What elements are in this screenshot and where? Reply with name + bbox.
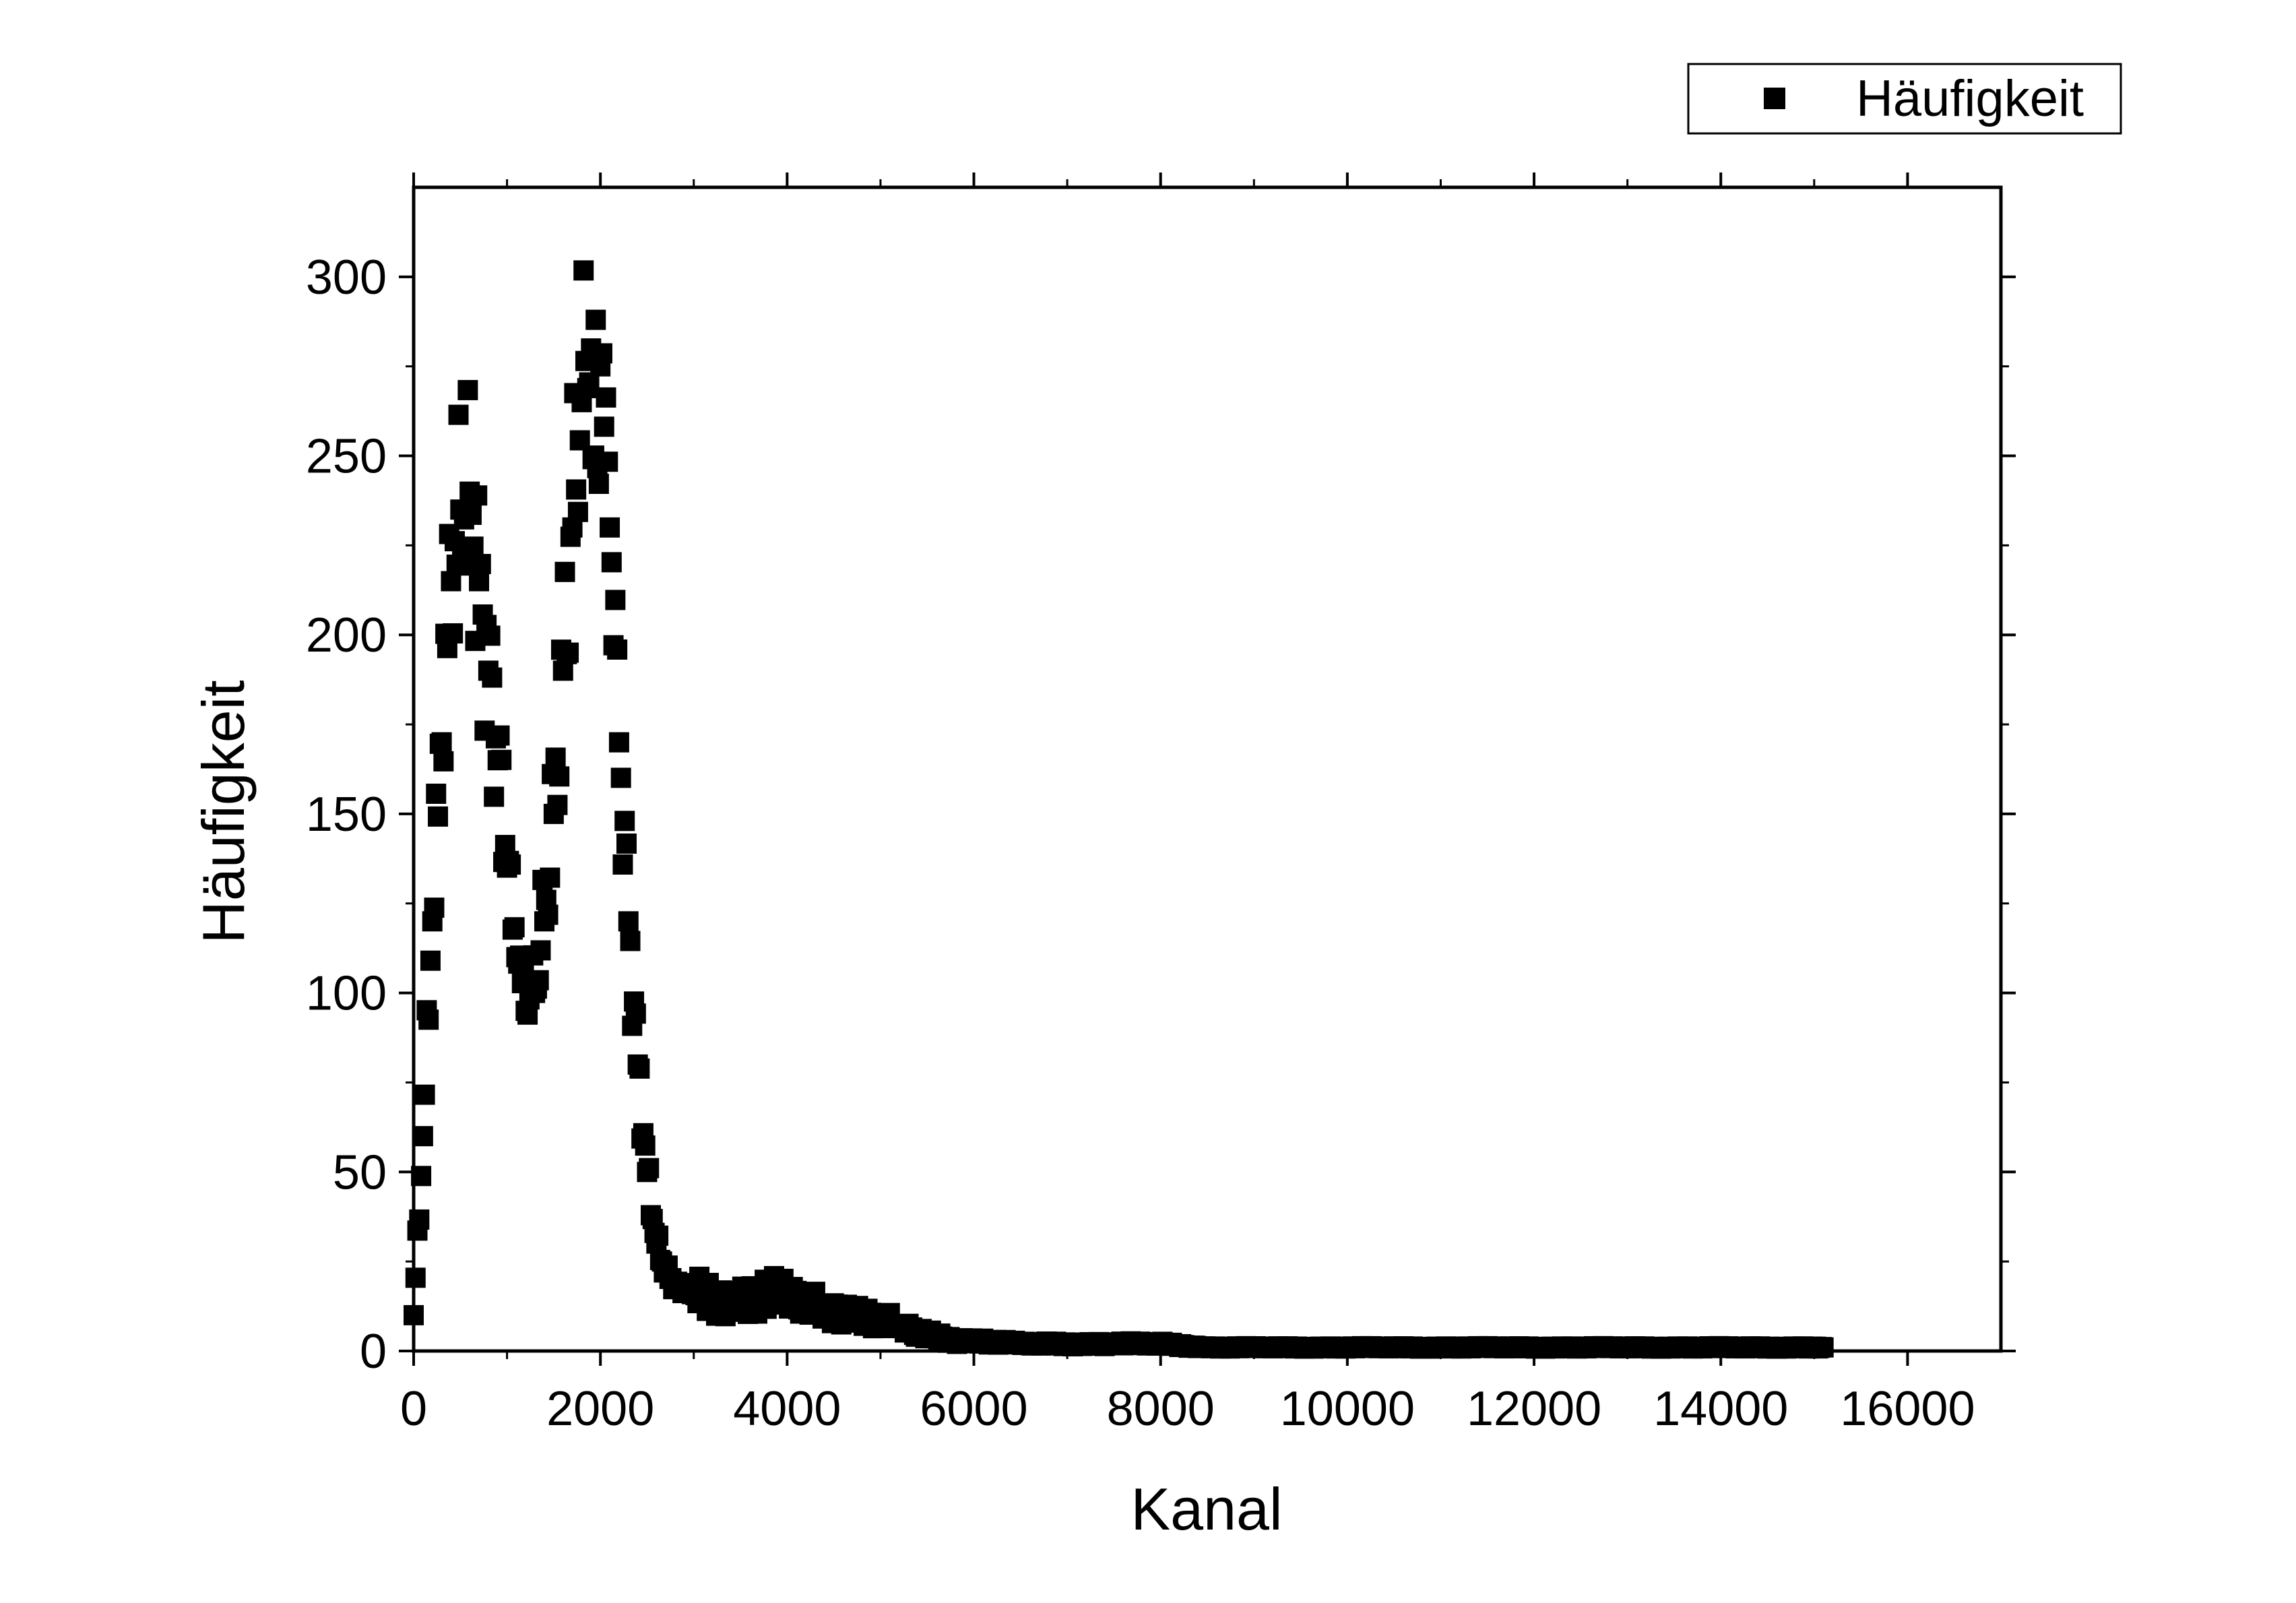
data-point [1813,1337,1834,1358]
data-point [614,811,635,831]
data-point [433,751,454,772]
y-tick-label: 50 [333,1145,387,1199]
data-point [424,898,445,918]
data-point [588,474,609,495]
data-point [538,904,559,925]
data-point [467,485,488,506]
x-tick-label: 0 [400,1382,427,1436]
data-point [443,623,464,643]
data-point [489,725,510,746]
data-point [491,749,512,770]
data-point [567,501,588,522]
x-tick-label: 12000 [1467,1382,1601,1436]
x-axis: 0 2000 4000 6000 8000 10000 12000 14000 16000 [400,172,1975,1436]
data-point [501,854,521,875]
data-point [648,1225,669,1246]
data-point [431,732,452,753]
data-point [412,1126,433,1147]
data-point [420,950,441,971]
x-tick-label: 8000 [1107,1382,1215,1436]
data-point [409,1209,430,1230]
x-axis-title: Kanal [1130,1476,1282,1542]
data-point [616,833,637,854]
data-point [566,479,587,500]
data-point [594,416,614,437]
data-point [528,970,549,991]
x-tick-label: 16000 [1840,1382,1975,1436]
data-point [461,504,482,525]
data-point [618,911,639,932]
data-point [629,1058,650,1079]
y-tick-label: 250 [306,430,387,484]
data-point [592,343,612,364]
y-tick-label: 100 [306,967,387,1021]
data-point [504,917,525,938]
y-tick-label: 0 [360,1325,387,1379]
data-point [414,1084,435,1105]
x-tick-label: 14000 [1653,1382,1788,1436]
data-point [612,854,633,875]
data-point [428,806,449,827]
data-point [585,309,606,330]
data-point [620,931,641,951]
data-point [639,1158,660,1178]
data-point [545,747,566,768]
data-point [463,536,484,557]
data-point [448,404,469,425]
data-points [404,260,1834,1359]
data-point [610,767,631,788]
data-point [549,766,570,787]
legend-marker [1764,88,1785,109]
y-axis: 0 50 100 150 200 250 300 [306,251,2016,1379]
y-axis-title: Häufigkeit [190,680,257,943]
data-point [573,260,594,281]
data-point [607,639,628,660]
data-point [625,1003,646,1024]
y-tick-label: 200 [306,608,387,662]
data-point [605,590,626,610]
legend-box [1687,63,2122,135]
y-tick-label: 300 [306,251,387,305]
data-point [540,867,561,888]
x-tick-label: 6000 [920,1382,1027,1436]
data-point [635,1135,656,1156]
data-point [554,561,575,582]
data-point [404,1305,424,1325]
data-point [559,642,579,663]
x-tick-label: 4000 [733,1382,841,1436]
data-point [470,554,491,575]
data-point [598,451,618,472]
data-point [608,732,629,753]
x-tick-label: 2000 [546,1382,654,1436]
data-point [547,794,568,815]
legend-label: Häufigkeit [1856,70,2084,127]
data-point [426,783,447,804]
data-point [530,940,551,961]
data-point [480,625,501,646]
y-tick-label: 150 [306,788,387,842]
data-point [418,1009,439,1030]
data-point [484,786,505,807]
data-point [411,1166,432,1187]
x-tick-label: 10000 [1280,1382,1415,1436]
legend: Häufigkeit [1687,63,2122,135]
data-point [457,379,478,400]
data-point [469,571,490,592]
data-point [482,667,503,688]
data-point [601,552,622,573]
data-point [596,387,616,408]
data-point [600,517,620,538]
data-point [405,1267,426,1288]
